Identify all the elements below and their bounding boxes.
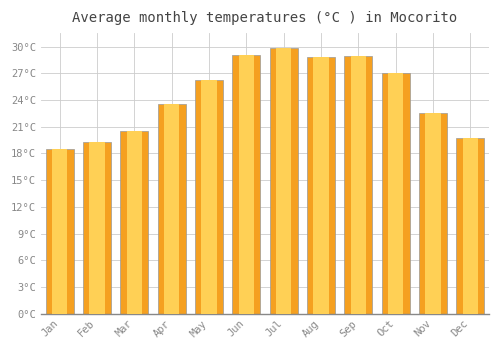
- Bar: [307, 57, 335, 314]
- Bar: [350, 56, 366, 314]
- Bar: [456, 138, 484, 314]
- Bar: [238, 56, 254, 314]
- Bar: [90, 142, 104, 314]
- Bar: [462, 138, 478, 314]
- Bar: [46, 149, 74, 314]
- Bar: [425, 113, 440, 314]
- Bar: [232, 56, 260, 314]
- Bar: [201, 79, 216, 314]
- Bar: [419, 113, 447, 314]
- Bar: [382, 73, 409, 314]
- Bar: [158, 104, 186, 314]
- Bar: [270, 48, 297, 314]
- Bar: [120, 131, 148, 314]
- Bar: [83, 142, 111, 314]
- Title: Average monthly temperatures (°C ) in Mocorito: Average monthly temperatures (°C ) in Mo…: [72, 11, 458, 25]
- Bar: [276, 48, 291, 314]
- Bar: [52, 149, 68, 314]
- Bar: [313, 57, 328, 314]
- Bar: [164, 104, 180, 314]
- Bar: [344, 56, 372, 314]
- Bar: [195, 79, 223, 314]
- Bar: [126, 131, 142, 314]
- Bar: [388, 73, 404, 314]
